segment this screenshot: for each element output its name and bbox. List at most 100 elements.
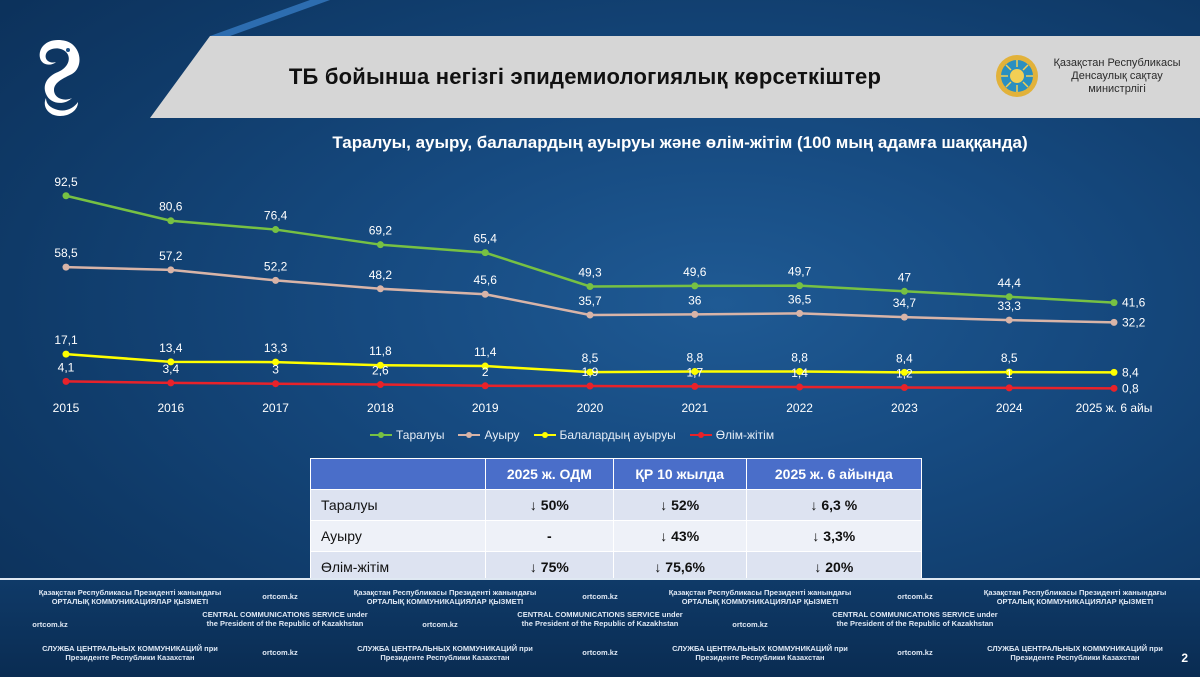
ministry-block: Қазақстан Республикасы Денсаулық сақтау … (995, 42, 1190, 110)
table-row: Ауыру - ↓ 43% ↓ 3,3% (310, 520, 923, 552)
legend-label: Өлім-жітім (715, 428, 775, 442)
data-label: 36 (688, 293, 702, 307)
row-label: Таралуы (310, 489, 486, 521)
data-label: 2 (482, 365, 489, 379)
table-row: Таралуы ↓ 50% ↓ 52% ↓ 6,3 % (310, 489, 923, 521)
table-header-cell: 2025 ж. ОДМ (485, 458, 614, 490)
data-label: 1,7 (686, 365, 703, 379)
data-label: 32,2 (1122, 315, 1146, 329)
legend-item: Ауыру (458, 428, 520, 442)
footer-site: ortcom.kz (262, 648, 298, 657)
data-label: 58,5 (54, 246, 78, 260)
data-label: 11,4 (474, 345, 497, 359)
footer: Қазақстан Республикасы Президенті жанынд… (0, 578, 1200, 677)
data-label: 76,4 (264, 209, 288, 223)
data-point (691, 368, 699, 376)
footer-site: ortcom.kz (422, 620, 458, 629)
x-tick-label: 2022 (786, 401, 813, 415)
data-point (62, 350, 70, 358)
data-point (900, 383, 908, 391)
table-header-cell (310, 458, 486, 490)
data-point (272, 276, 280, 284)
footer-kz: Қазақстан Республикасы Президенті жанынд… (38, 588, 222, 606)
legend-swatch (689, 432, 712, 438)
data-label: 13,3 (264, 341, 288, 355)
table-header-cell: ҚР 10 жылда (612, 458, 747, 490)
x-tick-label: 2025 ж. 6 айы (1076, 401, 1153, 415)
footer-site: ortcom.kz (897, 592, 933, 601)
x-tick-label: 2016 (157, 401, 184, 415)
header-bar: ТБ бойынша негізгі эпидемиологиялық көрс… (195, 36, 975, 118)
footer-en: CENTRAL COMMUNICATIONS SERVICE under the… (832, 610, 998, 628)
data-label: 4,1 (58, 360, 75, 374)
x-tick-label: 2023 (891, 401, 918, 415)
x-tick-label: 2019 (472, 401, 499, 415)
chart-legend: Таралуы Ауыру Балалардың ауыруы Өлім-жітім (370, 426, 840, 444)
data-label: 48,2 (369, 268, 393, 282)
footer-en: CENTRAL COMMUNICATIONS SERVICE under the… (202, 610, 368, 628)
footer-ru: СЛУЖБА ЦЕНТРАЛЬНЫХ КОММУНИКАЦИЙ при През… (672, 644, 848, 662)
legend-label: Балалардың ауыруы (559, 428, 676, 442)
data-point (272, 380, 280, 388)
data-point (691, 382, 699, 390)
footer-ru: СЛУЖБА ЦЕНТРАЛЬНЫХ КОММУНИКАЦИЙ при През… (987, 644, 1163, 662)
data-label: 8,5 (1001, 351, 1018, 365)
footer-kz: Қазақстан Республикасы Президенті жанынд… (983, 588, 1167, 606)
data-label: 57,2 (159, 249, 183, 263)
data-label: 44,4 (998, 276, 1022, 290)
table-cell: ↓ 52% (612, 489, 747, 521)
data-label: 52,2 (264, 259, 288, 273)
data-point (62, 263, 70, 271)
legend-item: Балалардың ауыруы (533, 428, 676, 442)
data-point (167, 217, 175, 225)
data-point (272, 226, 280, 234)
data-point (796, 309, 804, 317)
x-tick-label: 2015 (53, 401, 80, 415)
x-tick-label: 2021 (681, 401, 708, 415)
data-point (376, 285, 384, 293)
data-point (62, 377, 70, 385)
footer-site: ortcom.kz (897, 648, 933, 657)
data-point (1110, 318, 1118, 326)
ministry-name: Қазақстан Республикасы Денсаулық сақтау … (1053, 56, 1181, 95)
data-point (1005, 384, 1013, 392)
data-point (586, 282, 594, 290)
data-point (586, 311, 594, 319)
data-label: 11,8 (369, 344, 392, 358)
data-label: 1,9 (582, 365, 599, 379)
footer-kz: Қазақстан Республикасы Президенті жанынд… (353, 588, 537, 606)
data-point (167, 358, 175, 366)
data-label: 34,7 (893, 296, 917, 310)
data-point (900, 287, 908, 295)
data-label: 1 (1006, 367, 1013, 381)
table-cell: ↓ 75,6% (612, 551, 747, 583)
data-point (691, 310, 699, 318)
summary-table: 2025 ж. ОДМ ҚР 10 жылда 2025 ж. 6 айында… (310, 458, 923, 583)
data-label: 47 (898, 270, 912, 284)
footer-site: ortcom.kz (582, 648, 618, 657)
legend-label: Таралуы (396, 428, 445, 442)
data-label: 2,6 (372, 364, 389, 378)
table-header-row: 2025 ж. ОДМ ҚР 10 жылда 2025 ж. 6 айында (310, 458, 923, 490)
data-label: 45,6 (474, 273, 498, 287)
data-point (1110, 384, 1118, 392)
data-label: 49,3 (578, 265, 602, 279)
data-label: 0,8 (1122, 381, 1139, 395)
row-label: Ауыру (310, 520, 486, 552)
data-label: 69,2 (369, 224, 393, 238)
data-label: 8,8 (686, 351, 703, 365)
table-cell: ↓ 6,3 % (745, 489, 923, 521)
data-label: 80,6 (159, 200, 183, 214)
data-point (691, 282, 699, 290)
data-point (481, 382, 489, 390)
data-point (167, 379, 175, 387)
footer-ru: СЛУЖБА ЦЕНТРАЛЬНЫХ КОММУНИКАЦИЙ при През… (42, 644, 218, 662)
snow-leopard-logo-icon (39, 40, 80, 116)
data-point (796, 282, 804, 290)
data-point (376, 241, 384, 249)
data-label: 3 (272, 363, 279, 377)
data-label: 65,4 (474, 232, 498, 246)
decor-stripe (210, 0, 330, 36)
legend-swatch (533, 432, 556, 438)
legend-label: Ауыру (484, 428, 520, 442)
